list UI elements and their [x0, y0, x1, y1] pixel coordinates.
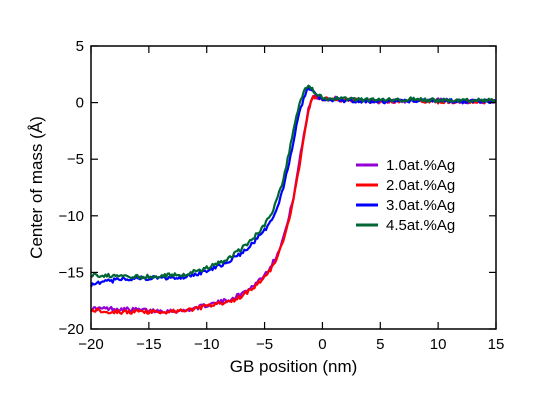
- y-tick-label: −10: [59, 208, 84, 225]
- y-tick-label: −15: [59, 264, 84, 281]
- x-tick-label: −10: [194, 336, 219, 353]
- y-axis-label: Center of mass (Å): [27, 116, 46, 259]
- x-tick-label: 5: [376, 336, 384, 353]
- y-tick-label: 0: [76, 95, 84, 112]
- y-tick-label: −20: [59, 321, 84, 338]
- x-tick-label: −5: [256, 336, 273, 353]
- series-line-4: [90, 84, 497, 280]
- legend: 1.0at.%Ag 2.0at.%Ag 3.0at.%Ag 4.5at.%Ag: [356, 157, 455, 234]
- series-layer: [89, 84, 497, 315]
- x-axis-label: GB position (nm): [230, 357, 358, 376]
- legend-label-1: 1.0at.%Ag: [386, 157, 455, 174]
- legend-label-3: 3.0at.%Ag: [386, 197, 455, 214]
- legend-label-2: 2.0at.%Ag: [386, 177, 455, 194]
- ticks-layer: −20 −15 −10 −5 0 5 10 15 −20 −15 −10 −5 0 5: [59, 38, 505, 353]
- plot-frame: [90, 45, 497, 330]
- plot-area: −20 −15 −10 −5 0 5 10 15 −20 −15 −10 −5 0 5: [59, 38, 505, 353]
- y-tick-label: −5: [67, 151, 84, 168]
- y-tick-label: 5: [76, 38, 84, 55]
- x-tick-label: 10: [430, 336, 447, 353]
- x-tick-label: −15: [136, 336, 161, 353]
- x-tick-label: 0: [318, 336, 326, 353]
- x-tick-label: 15: [488, 336, 505, 353]
- x-tick-label: −20: [78, 336, 103, 353]
- legend-label-4: 4.5at.%Ag: [386, 217, 455, 234]
